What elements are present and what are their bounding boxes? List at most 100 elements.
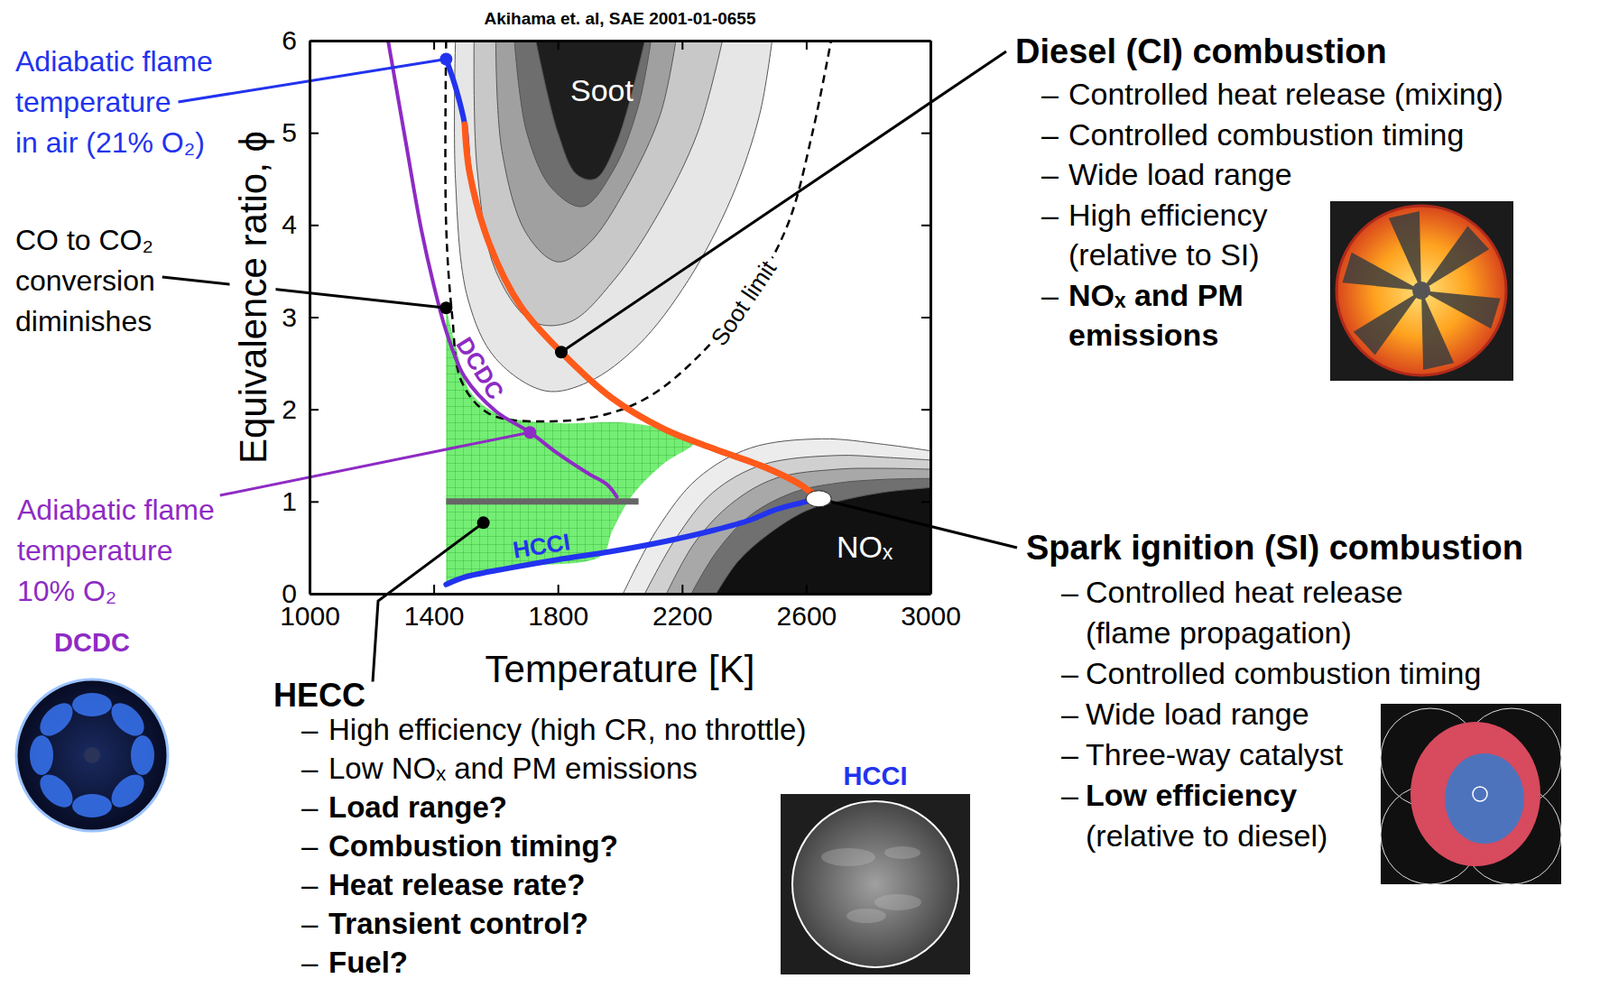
bullet-text: Low efficiency [1085,777,1297,813]
leader-line [178,58,447,102]
tick-label: 1400 [404,601,465,631]
nox-contour [691,478,931,594]
image-detail [130,735,155,776]
tick-mark [681,40,684,50]
annotation-text: conversion [15,264,156,297]
leader-line [372,522,484,682]
tick [921,593,931,595]
bullet-text: Combustion timing? [328,829,619,863]
image-dcdc [16,679,168,832]
figure: 1000140018002200260030000123456Equivalen… [0,0,1600,988]
bullet-marker: – [1061,656,1079,691]
tick: 1800 [527,584,589,631]
tick: 3 [281,302,319,333]
annotation-text: CO to CO₂ [15,223,154,257]
leader-line [561,51,1007,352]
bullet-marker: – [301,790,319,824]
stoichiometric-line [445,498,639,505]
bullet-text: Controlled combustion timing [1085,656,1481,691]
axis-line [310,592,932,596]
tick [309,40,311,50]
image-detail [105,768,150,814]
tick-mark [921,593,931,596]
image-si [1380,703,1562,885]
image-disc [792,801,959,968]
bullet-text: Transient control? [328,906,589,941]
tick-mark [309,40,312,50]
tick-label: 0 [281,578,297,609]
image-label: DCDC [54,628,130,657]
image-detail [846,908,887,924]
tick [921,40,931,42]
panel-title: Spark ignition (SI) combustion [1026,528,1524,567]
panel-title: HECC [273,676,366,714]
bullet-text: Load range? [328,790,508,824]
annotation-text: diminishes [15,305,152,338]
image-hcci [780,794,971,975]
tick: 2 [281,394,319,425]
tick-label: 2200 [652,601,713,631]
tick-label: 2600 [776,601,838,631]
image-detail [1472,786,1488,802]
bullet-marker: – [1041,117,1059,152]
tick [682,40,684,50]
soot-contour [514,40,651,207]
annotation-text: Adiabatic flame [17,493,215,527]
bullet-text: emissions [1068,317,1219,352]
curve-label-group: DCDC [450,332,509,405]
texts: Akihama et. al, SAE 2001-01-0655Temperat… [15,9,1524,980]
series-line [388,40,618,498]
soot-contour [495,40,676,262]
tick-mark [921,408,931,411]
leaders [162,51,1018,683]
tick-mark [921,132,931,135]
point-marker [439,52,453,65]
y-axis: 0123456 [281,25,319,609]
series-line [464,124,823,498]
tick: 1400 [404,584,465,631]
bullet-marker: – [301,868,319,902]
image-detail [34,768,79,814]
y-title-layer: Equivalence ratio, ϕ [230,126,277,469]
bullet-text: Controlled combustion timing [1068,117,1464,152]
image-detail [1421,226,1490,291]
image-detail [874,894,922,911]
bullet-text: Low NOₓ and PM emissions [328,751,698,786]
image-frame [1380,703,1562,885]
bullet-marker: – [1061,696,1079,731]
tick-mark [433,40,435,50]
tick-label: 4 [281,209,297,240]
image-detail [1388,211,1422,291]
bullet-text: Fuel? [328,945,408,980]
image-detail [29,735,54,776]
tick-mark [309,408,319,411]
tick-label: 6 [281,25,297,56]
images [16,201,1562,975]
image-detail [1444,753,1525,844]
tick-label: 1800 [527,601,589,631]
image-detail [1353,290,1422,355]
series-line [445,58,822,584]
bullet-marker: – [1041,197,1059,232]
tick-mark [309,500,319,503]
bullet-marker: – [1061,737,1079,772]
tick [434,40,435,50]
tick-mark [309,224,319,227]
tick-mark [433,584,435,594]
image-detail [83,747,101,764]
image-detail [1421,290,1454,370]
annotation-text: temperature [15,85,172,119]
image-detail [821,848,876,867]
point-marker [523,425,537,439]
x-axis-top [310,40,932,50]
image-diesel [1330,201,1514,381]
x-axis: 100014001800220026003000 [279,584,962,631]
points [439,52,832,529]
image-detail [1410,721,1541,867]
tick-mark [309,316,319,319]
label-patch [230,126,277,469]
bullet-marker: – [301,945,319,980]
curve-label-group: HCCI [510,527,572,565]
image-detail [34,697,79,742]
bullet-marker: – [1061,574,1079,610]
